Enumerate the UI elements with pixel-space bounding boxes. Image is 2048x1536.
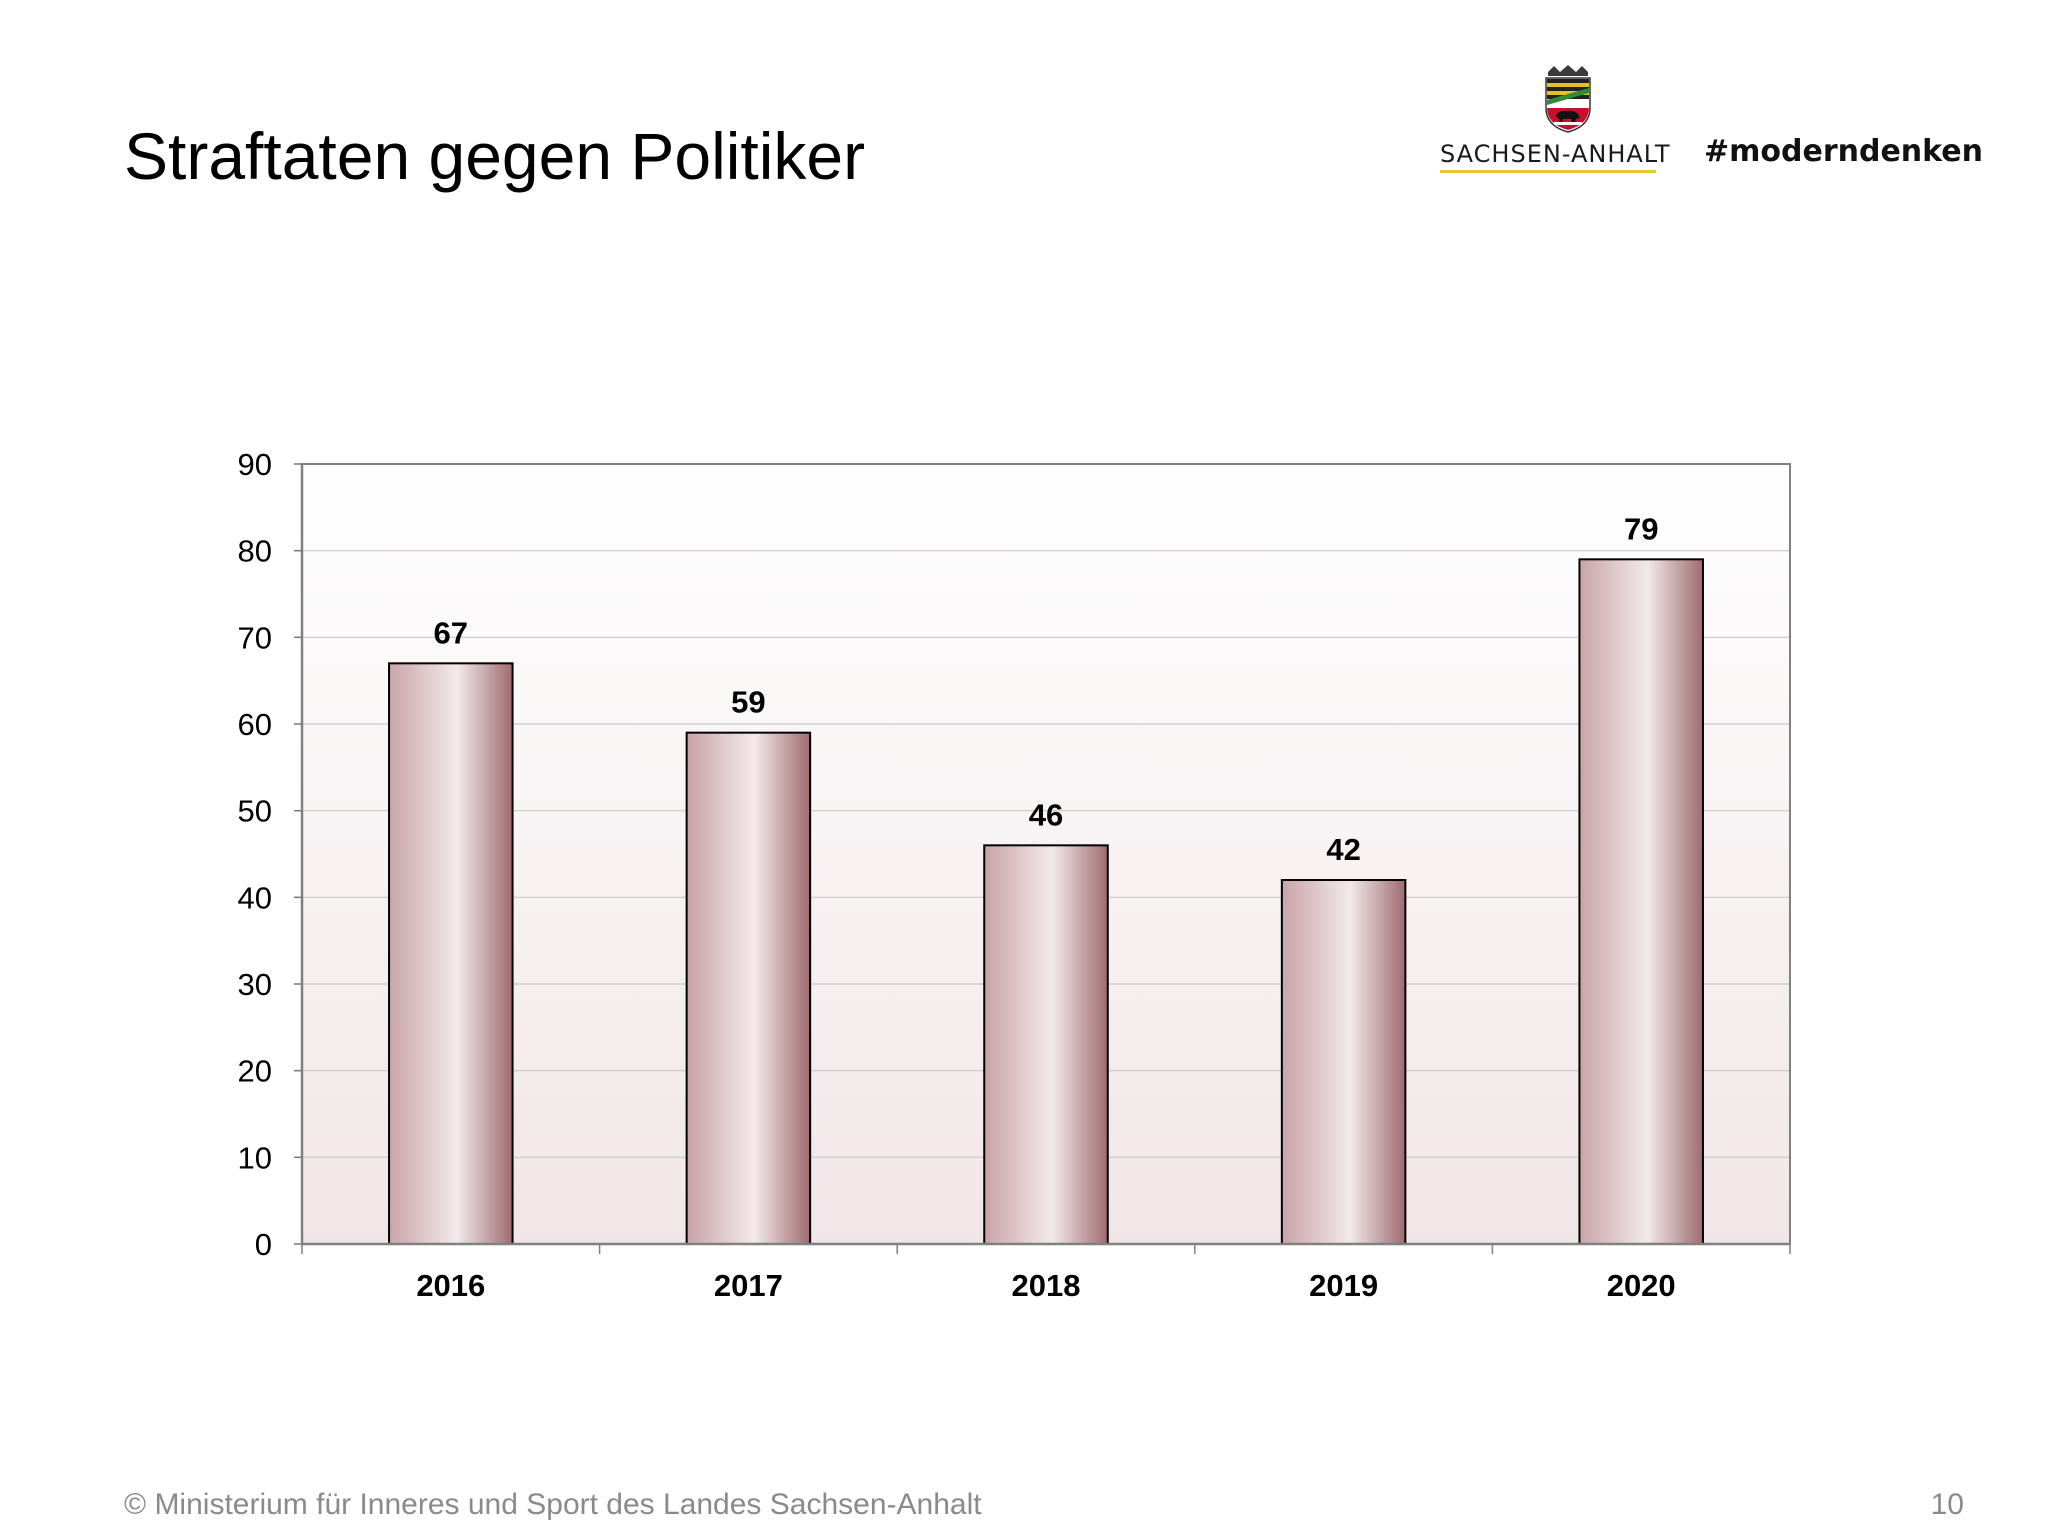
chart-canvas: 0 10 20 30 40 50 60 70 80 90 67 2016 59 2017 46 2018 42 2… [238, 447, 1791, 1303]
data-label: 79 [1624, 511, 1658, 546]
y-tick-label: 30 [238, 967, 272, 1002]
y-tick-label: 20 [238, 1054, 272, 1089]
data-label: 42 [1326, 832, 1360, 867]
x-tick-label: 2020 [1607, 1268, 1676, 1303]
y-tick-label: 40 [238, 880, 272, 915]
bar-2019 [1280, 879, 1407, 1245]
y-tick-label: 0 [255, 1227, 272, 1262]
y-tick-label: 10 [238, 1140, 272, 1175]
bar-2017 [685, 731, 812, 1245]
bar-2020 [1578, 558, 1704, 1246]
data-label: 59 [731, 685, 765, 720]
hashtag-text: #moderndenken [1704, 134, 1984, 169]
state-underline [1440, 170, 1656, 173]
data-label: 46 [1029, 797, 1063, 832]
x-tick-label: 2016 [416, 1268, 485, 1303]
x-tick-label: 2019 [1309, 1268, 1378, 1303]
state-name: SACHSEN-ANHALT [1440, 140, 1671, 168]
x-tick-label: 2018 [1012, 1268, 1081, 1303]
bar-2016 [388, 662, 514, 1246]
bar-chart: 0 10 20 30 40 50 60 70 80 90 67 2016 59 2017 46 2018 42 2… [200, 420, 1820, 1340]
slide-title: Straftaten gegen Politiker [124, 119, 866, 193]
y-tick-label: 80 [238, 534, 272, 569]
footer-copyright: © Ministerium für Inneres und Sport des … [124, 1488, 982, 1521]
y-tick-label: 90 [238, 447, 272, 482]
coat-of-arms-icon [1545, 65, 1591, 133]
brand-logo: SACHSEN-ANHALT #moderndenken [1440, 64, 2000, 184]
x-tick-label: 2017 [714, 1268, 783, 1303]
y-tick-label: 60 [238, 707, 272, 742]
data-label: 67 [434, 615, 468, 650]
y-tick-label: 70 [238, 620, 272, 655]
bar-2018 [983, 844, 1109, 1245]
y-tick-label: 50 [238, 794, 272, 829]
page-number: 10 [1930, 1488, 1964, 1521]
